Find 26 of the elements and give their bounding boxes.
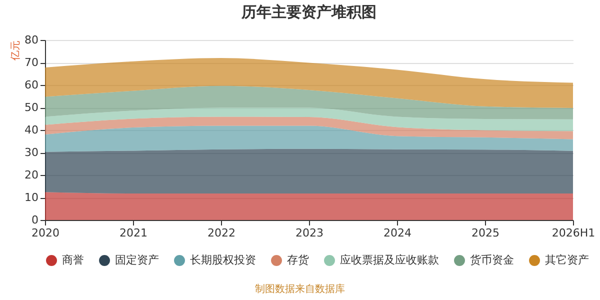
x-tick-label: 2021	[120, 226, 148, 240]
x-tick-label: 2020	[32, 226, 60, 240]
x-tick-label: 2023	[296, 226, 324, 240]
legend-label: 固定资产	[115, 254, 159, 267]
x-tick-label: 2024	[384, 226, 412, 240]
x-tick-label: 2022	[208, 226, 236, 240]
chart-title: 历年主要资产堆积图	[240, 3, 376, 21]
y-tick-label: 70	[24, 56, 38, 69]
y-tick-label: 20	[24, 168, 38, 182]
legend-label: 应收票据及应收账款	[340, 254, 439, 267]
y-tick-label: 30	[24, 146, 38, 159]
x-tick-label: 2026H1	[552, 226, 596, 240]
y-tick-label: 50	[24, 101, 38, 114]
x-tick-label: 2025	[472, 226, 500, 240]
legend-label: 货币资金	[470, 254, 514, 267]
legend-label: 商誉	[62, 254, 84, 267]
y-tick-label: 0	[32, 214, 38, 226]
y-tick-label: 80	[24, 34, 38, 46]
legend-label: 长期股权投资	[190, 254, 256, 267]
legend-label: 存货	[287, 254, 309, 267]
text: 制图数据来自数据库	[254, 282, 346, 296]
y-tick-label: 10	[24, 191, 38, 204]
y-tick-label: 40	[24, 124, 38, 136]
legend-label: 其它资产	[545, 254, 589, 267]
y-tick-label: 60	[24, 78, 38, 92]
y-axis-title: 亿元	[10, 40, 22, 62]
